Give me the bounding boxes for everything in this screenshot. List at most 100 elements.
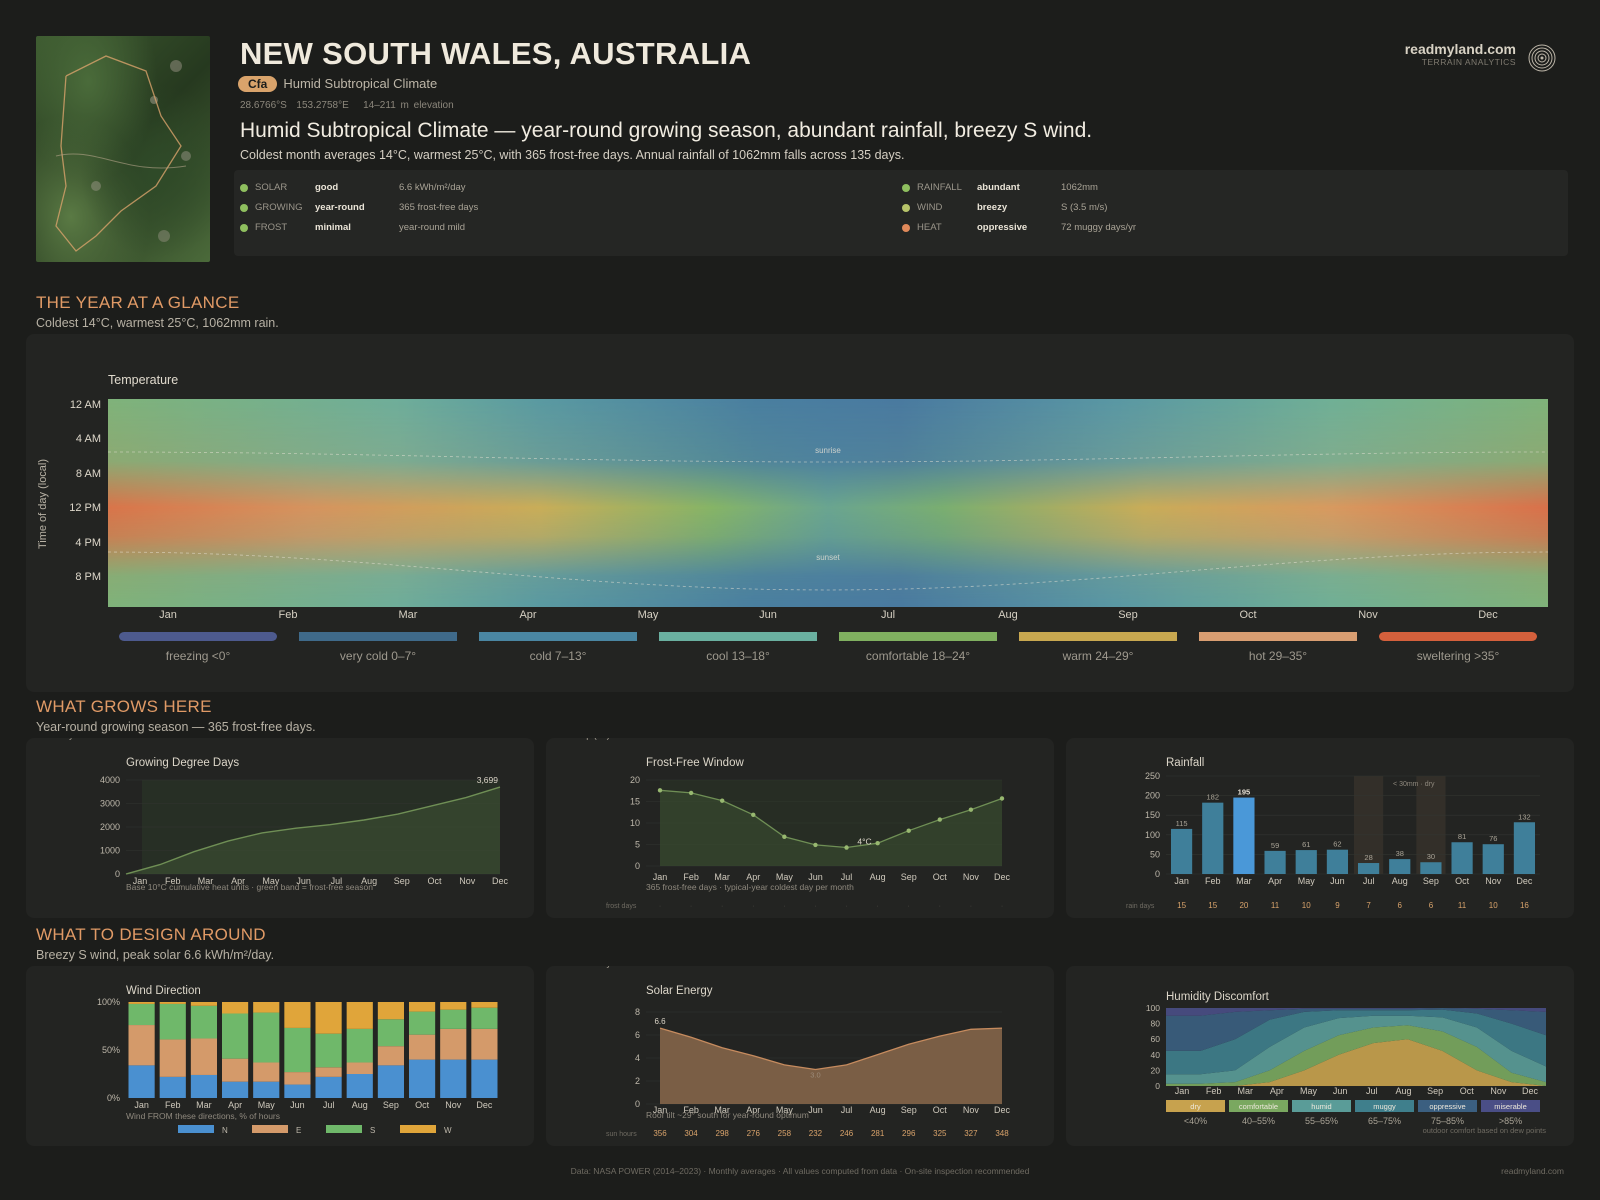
row-label: sun hours	[606, 1131, 637, 1138]
x-tick-label: Apr	[228, 1100, 242, 1110]
wind-bar-segment	[408, 1011, 436, 1035]
x-tick-label: Jun	[296, 876, 311, 886]
x-tick-label: Mar	[714, 1105, 730, 1115]
y-tick-label: 4	[635, 1053, 640, 1063]
wind-bar-segment	[377, 1019, 405, 1047]
chart-caption: 365 frost-free days · typical-year colde…	[646, 882, 854, 892]
x-tick-label: Feb	[1205, 876, 1221, 886]
section-sub-glance: Coldest 14°C, warmest 25°C, 1062mm rain.	[36, 316, 279, 330]
x-tick-label: Feb	[683, 872, 699, 882]
frost-days-dot: ·	[659, 903, 661, 910]
x-tick-label: Jul	[881, 609, 895, 621]
rainfall-panel: Rainfall mm / month < 30mm · dry 0 50 100 150 2…	[1066, 730, 1574, 918]
x-tick-label: May	[1300, 1086, 1318, 1096]
y-tick-label: 80	[1151, 1019, 1161, 1029]
y-tick-label: 0	[1155, 869, 1160, 879]
solar-line	[659, 1027, 1003, 1071]
y-tick-label: 4 AM	[76, 433, 101, 445]
y-tick-label: 1000	[100, 846, 120, 856]
rain-value-label: 59	[1271, 841, 1279, 850]
gdd-line	[125, 786, 501, 875]
y-axis-label: kWh / m² / day	[553, 966, 612, 968]
frost-days-dot: ·	[721, 903, 723, 910]
frost-days-dot: ·	[970, 903, 972, 910]
x-tick-label: Jan	[159, 609, 177, 621]
row-label: frost days	[606, 903, 637, 910]
section-title-glance: THE YEAR AT A GLANCE	[36, 293, 240, 312]
rain-value-label: 81	[1458, 832, 1466, 841]
chart-caption: Roof tilt ~29° south for year-round opti…	[646, 1110, 809, 1120]
legend-swatch	[1418, 1100, 1477, 1112]
legend-label: freezing <0°	[166, 649, 231, 663]
legend-swatch	[400, 1125, 436, 1133]
wind-bar-segment	[128, 1002, 155, 1004]
legend-swatch	[252, 1125, 288, 1133]
wind-bar-segment	[315, 1002, 342, 1034]
x-tick-label: Nov	[963, 872, 980, 882]
x-tick-label: Jun	[759, 609, 777, 621]
x-tick-label: May	[638, 609, 659, 621]
rain-bar	[1420, 862, 1442, 874]
rain-bar	[1233, 797, 1255, 874]
y-axis-label: % of hours	[1080, 966, 1124, 968]
brand-tagline: TERRAIN ANALYTICS	[1421, 57, 1516, 67]
y-tick-label: 0	[635, 1099, 640, 1109]
y-tick-label: 100%	[97, 997, 120, 1007]
y-tick-label: 8 AM	[76, 468, 101, 480]
rain-days-value: 10	[1302, 901, 1311, 910]
wind-bar-segment	[128, 1065, 155, 1098]
humidity-layer	[1166, 1015, 1546, 1084]
wind-bar-segment	[159, 1002, 186, 1004]
rain-value-label: 182	[1206, 793, 1219, 802]
wind-bar-segment	[440, 1009, 467, 1029]
min-temp-line	[659, 789, 1003, 849]
x-tick-label: Feb	[683, 1105, 699, 1115]
stat-value: good	[315, 182, 339, 193]
wind-bar-segment	[377, 1002, 405, 1020]
x-tick-label: Sep	[901, 872, 917, 882]
wind-bar-segment	[315, 1076, 342, 1098]
brand[interactable]: readmyland.com TERRAIN ANALYTICS	[1405, 41, 1516, 67]
stat-key: GROWING	[255, 202, 303, 213]
y-tick-label: 10	[630, 818, 640, 828]
fingerprint-logo-icon	[1528, 44, 1556, 72]
stat-key: RAINFALL	[917, 182, 962, 193]
legend-swatch	[1229, 1100, 1288, 1112]
wind-bar-segment	[284, 1072, 311, 1085]
frost-days-dot: ·	[783, 903, 785, 910]
wind-bar-segment	[253, 1012, 280, 1063]
rainfall-chart: Rainfall mm / month < 30mm · dry 0 50 100 150 2…	[1078, 730, 1540, 910]
stat-value: year-round	[315, 202, 365, 213]
footer-brand[interactable]: readmyland.com	[1501, 1166, 1564, 1176]
wind-bar-segment	[190, 1002, 218, 1006]
dry-month-band	[1354, 776, 1384, 874]
heatmap-cells	[108, 399, 1548, 607]
brand-name[interactable]: readmyland.com	[1404, 41, 1516, 57]
legend-swatch	[479, 632, 637, 641]
x-tick-label: Sep	[1118, 609, 1138, 621]
x-tick-label: May	[1298, 876, 1316, 886]
y-tick-label: 6	[635, 1030, 640, 1040]
x-tick-label: Feb	[165, 876, 181, 886]
stat-value: minimal	[315, 222, 351, 233]
stat-key: WIND	[917, 202, 943, 213]
sun-hours-value: 246	[840, 1129, 854, 1138]
x-tick-label: Feb	[165, 1100, 181, 1110]
wind-bar-segment	[128, 1003, 155, 1026]
y-tick-label: 12 AM	[70, 399, 101, 411]
y-tick-label: 2	[635, 1076, 640, 1086]
x-tick-label: Dec	[1478, 609, 1498, 621]
x-tick-label: Dec	[994, 1105, 1011, 1115]
rain-value-label: 76	[1489, 834, 1497, 843]
stat-solar: SOLAR good 6.6 kWh/m²/day	[240, 182, 466, 193]
solar-panel: Solar EnergykWh / m² / day024686.63.0Jan…	[546, 958, 1054, 1146]
min-temp-point	[937, 817, 943, 822]
status-dot	[902, 223, 910, 232]
stat-wind: WIND breezy S (3.5 m/s)	[902, 202, 1107, 213]
min-temp-point	[906, 828, 911, 833]
rain-days-value: 15	[1177, 901, 1186, 910]
x-tick-label: Nov	[1358, 609, 1378, 621]
wind-bar-segment	[284, 1027, 311, 1073]
frost-days-dot: ·	[908, 903, 910, 910]
rain-value-label: 61	[1302, 840, 1310, 849]
